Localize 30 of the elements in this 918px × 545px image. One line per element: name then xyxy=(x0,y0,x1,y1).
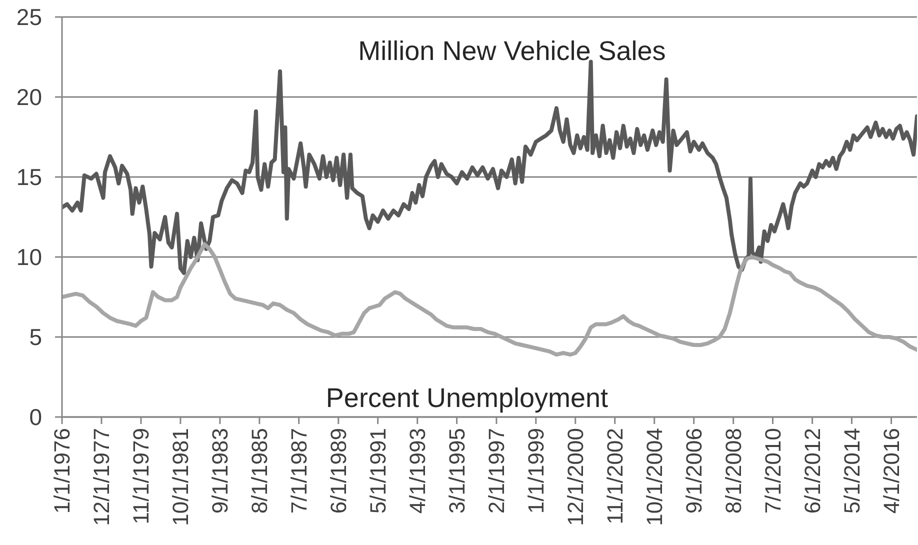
x-tick-label: 9/1/1983 xyxy=(208,428,233,514)
x-tick-label: 6/1/2012 xyxy=(800,428,826,514)
x-tick-label: 2/1/1997 xyxy=(484,428,510,514)
x-tick-label: 8/1/1985 xyxy=(247,428,272,514)
x-tick-label: 12/1/2000 xyxy=(563,428,588,526)
x-tick-label: 5/1/1991 xyxy=(366,428,391,514)
y-tick-label: 10 xyxy=(16,244,42,270)
x-tick-label: 1/1/1999 xyxy=(524,428,549,514)
y-tick-label: 0 xyxy=(29,404,42,430)
y-tick-label: 25 xyxy=(16,4,42,30)
x-tick-label: 4/1/1993 xyxy=(405,428,430,514)
series-label: Percent Unemployment xyxy=(326,383,609,413)
x-tick-label: 6/1/1989 xyxy=(326,428,352,514)
x-tick-label: 7/1/1987 xyxy=(286,428,312,514)
y-tick-label: 15 xyxy=(16,164,42,190)
x-tick-label: 12/1/1977 xyxy=(89,428,114,526)
x-tick-label: 8/1/2008 xyxy=(721,428,746,514)
x-tick-label: 9/1/2006 xyxy=(682,428,707,514)
x-tick-label: 11/1/1979 xyxy=(128,428,154,524)
x-tick-label: 1/1/1976 xyxy=(50,428,75,514)
x-tick-label: 10/1/2004 xyxy=(642,428,668,526)
y-tick-label: 5 xyxy=(29,324,42,350)
x-tick-label: 5/1/2014 xyxy=(839,428,864,514)
x-tick-label: 4/1/2016 xyxy=(878,428,904,514)
x-tick-label: 3/1/1995 xyxy=(444,428,470,514)
x-tick-label: 10/1/1981 xyxy=(168,428,194,526)
x-tick-label: 7/1/2010 xyxy=(760,428,786,514)
x-tick-label: 11/1/2002 xyxy=(602,428,628,524)
y-tick-label: 20 xyxy=(16,84,42,110)
series-label: Million New Vehicle Sales xyxy=(358,36,666,66)
